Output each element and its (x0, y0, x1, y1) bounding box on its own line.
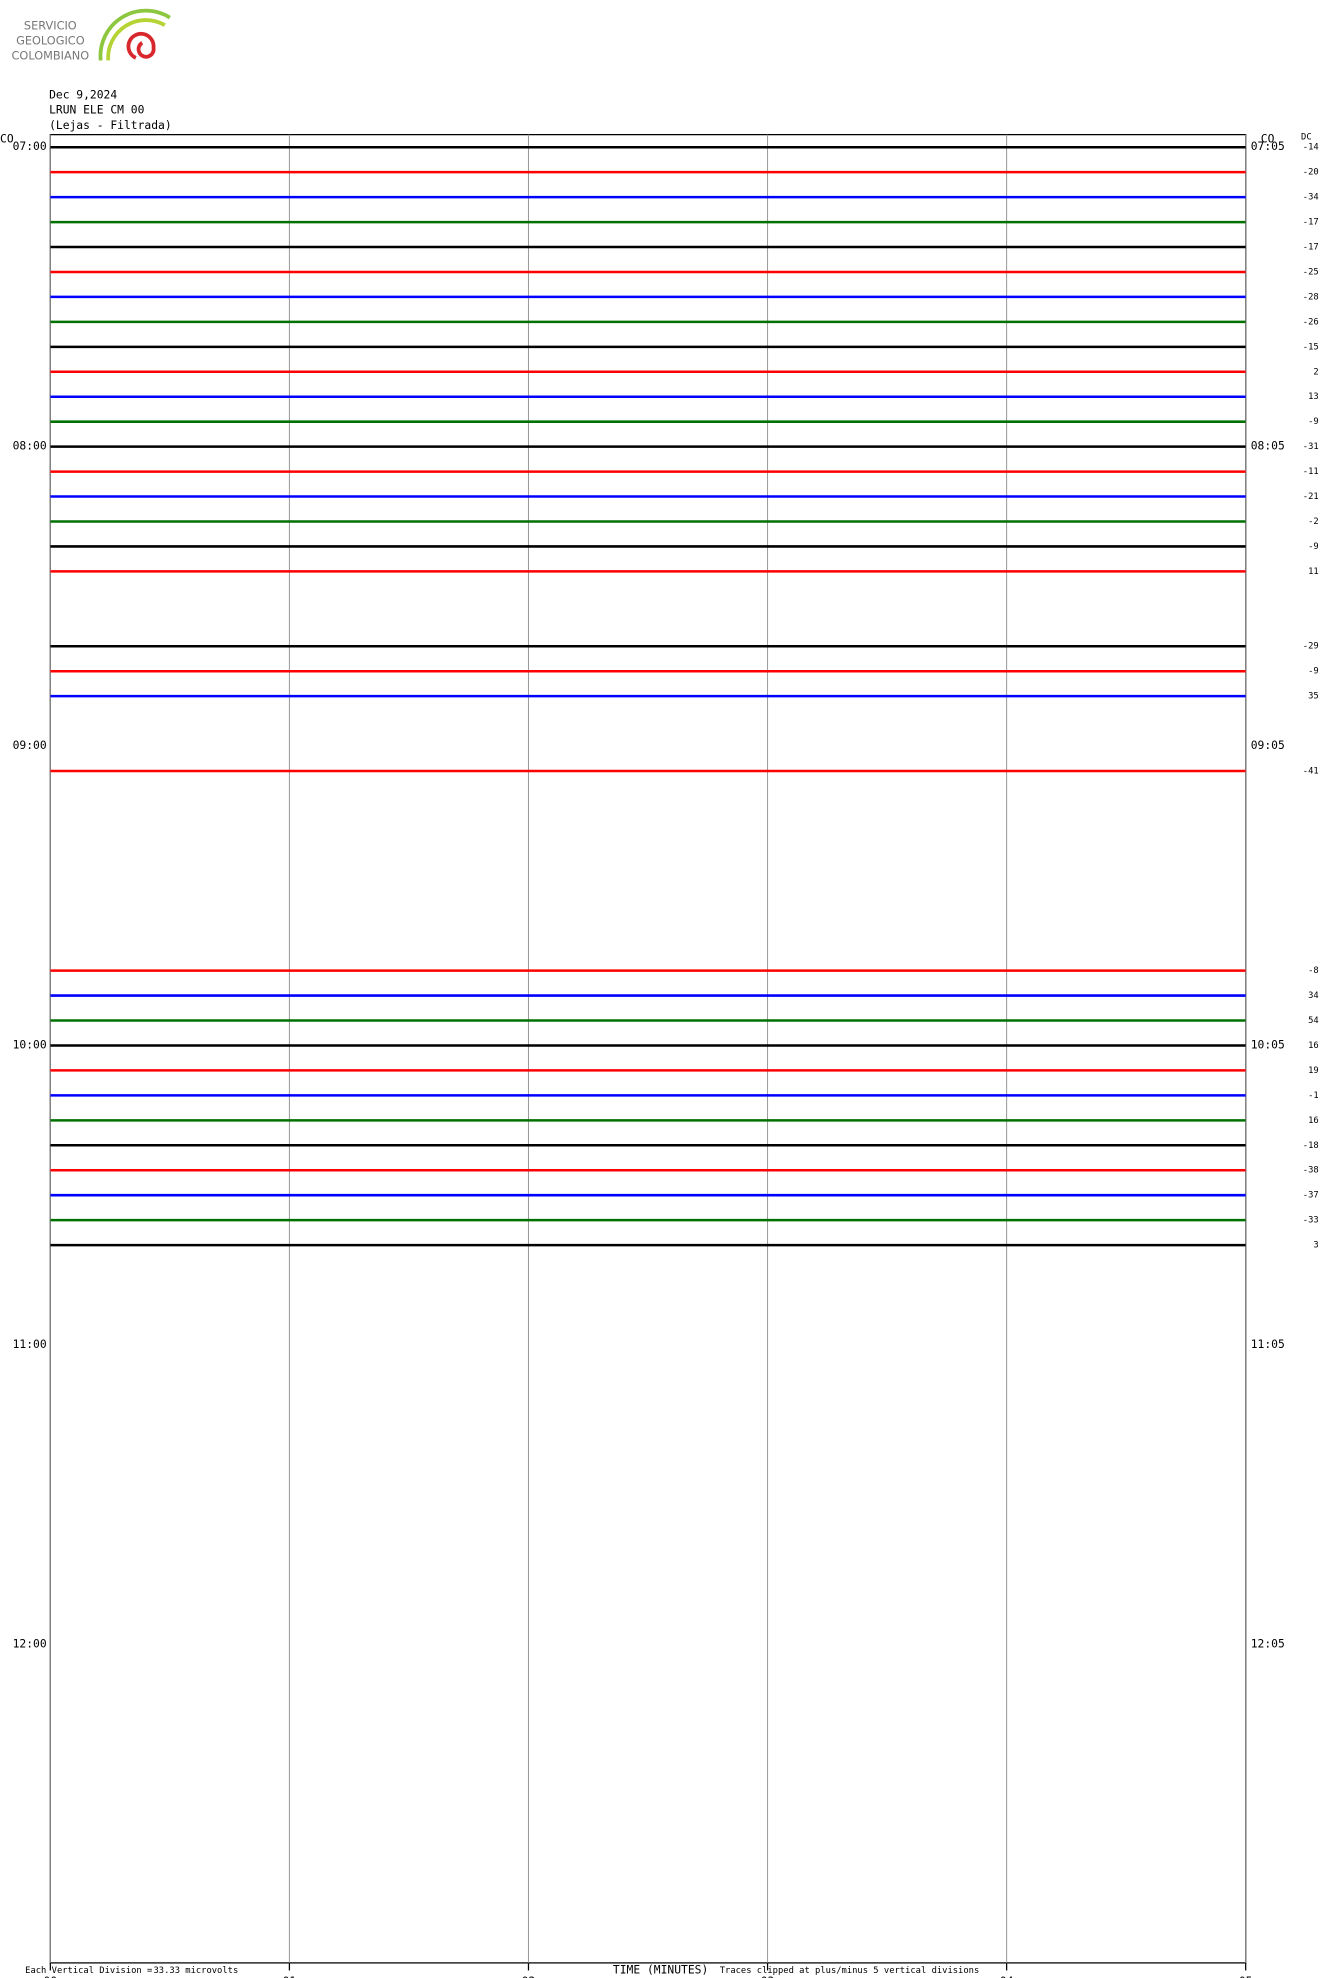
hour-label: 09:05 (1251, 738, 1285, 752)
hour-label: 12:00 (13, 1636, 47, 1650)
dc-label: -17 (1303, 218, 1319, 228)
dc-label: 11 (1308, 567, 1319, 577)
dc-label: 13 (1308, 392, 1319, 402)
dc-label: -17 (1303, 243, 1319, 253)
dc-label: 2 (1313, 367, 1318, 377)
hour-label: 10:00 (13, 1037, 47, 1051)
dc-label: 54 (1308, 1016, 1319, 1026)
logo: SERVICIO GEOLOGICO COLOMBIANO (12, 8, 171, 63)
dc-label: -37 (1303, 1191, 1319, 1201)
dc-label: 16 (1308, 1041, 1319, 1051)
dc-label: 34 (1308, 991, 1319, 1001)
dc-label: -2 (1308, 517, 1319, 527)
dc-label: -9 (1308, 542, 1319, 552)
hour-label: 11:00 (13, 1337, 47, 1351)
clip-note: Traces clipped at plus/minus 5 vertical … (720, 1966, 980, 1976)
network-label: CO (0, 132, 14, 146)
dc-label: -20 (1303, 168, 1319, 178)
x-tick-label: 01 (283, 1974, 297, 1978)
network-label: CO (1261, 132, 1275, 146)
dc-label: -18 (1303, 1141, 1319, 1151)
hour-label: 11:05 (1251, 1337, 1285, 1351)
dc-header: DC (1301, 133, 1312, 143)
hour-label: 10:05 (1251, 1037, 1285, 1051)
dc-label: -25 (1303, 267, 1319, 277)
hour-label: 12:05 (1251, 1636, 1285, 1650)
dc-label: -9 (1308, 417, 1319, 427)
dc-label: -26 (1303, 317, 1319, 327)
logo-text: COLOMBIANO (12, 49, 90, 63)
x-tick-label: 03 (761, 1974, 775, 1978)
x-tick-label: 04 (1000, 1974, 1014, 1978)
dc-label: -31 (1303, 442, 1319, 452)
dc-label: -34 (1303, 193, 1319, 203)
dc-label: -38 (1303, 1166, 1319, 1176)
plot-frame (49, 134, 1247, 1964)
dc-label: -14 (1303, 143, 1319, 153)
dc-label: 19 (1308, 1066, 1319, 1076)
hour-label: 09:00 (13, 738, 47, 752)
x-tick-label: 02 (522, 1974, 536, 1978)
hour-label: 07:00 (13, 139, 47, 153)
dc-label: -15 (1303, 342, 1319, 352)
dc-label: -9 (1308, 667, 1319, 677)
dc-label: -41 (1303, 767, 1319, 777)
header-station: LRUN ELE CM 00 (49, 103, 145, 117)
dc-label: 3 (1313, 1241, 1318, 1251)
header-date: Dec 9,2024 (49, 88, 117, 102)
logo-text: GEOLOGICO (16, 34, 85, 48)
dc-label: -11 (1303, 467, 1319, 477)
dc-label: -28 (1303, 292, 1319, 302)
hour-label: 07:05 (1251, 139, 1285, 153)
dc-label: -21 (1303, 492, 1319, 502)
x-axis-label: TIME (MINUTES) (613, 1962, 708, 1976)
scale-note: Each Vertical Division = (25, 1966, 152, 1976)
hour-label: 08:05 (1251, 439, 1285, 453)
dc-label: -8 (1308, 966, 1319, 976)
x-tick-label: 05 (1239, 1974, 1253, 1978)
dc-label: -33 (1303, 1216, 1319, 1226)
dc-label: 35 (1308, 692, 1319, 702)
scale-value: 33.33 microvolts (154, 1966, 239, 1976)
x-tick-label: 00 (44, 1974, 58, 1978)
dc-label: -29 (1303, 642, 1319, 652)
logo-text: SERVICIO (24, 18, 77, 32)
header-filter: (Lejas - Filtrada) (49, 118, 172, 132)
hour-label: 08:00 (13, 439, 47, 453)
dc-label: -1 (1308, 1091, 1319, 1101)
dc-label: 16 (1308, 1116, 1319, 1126)
